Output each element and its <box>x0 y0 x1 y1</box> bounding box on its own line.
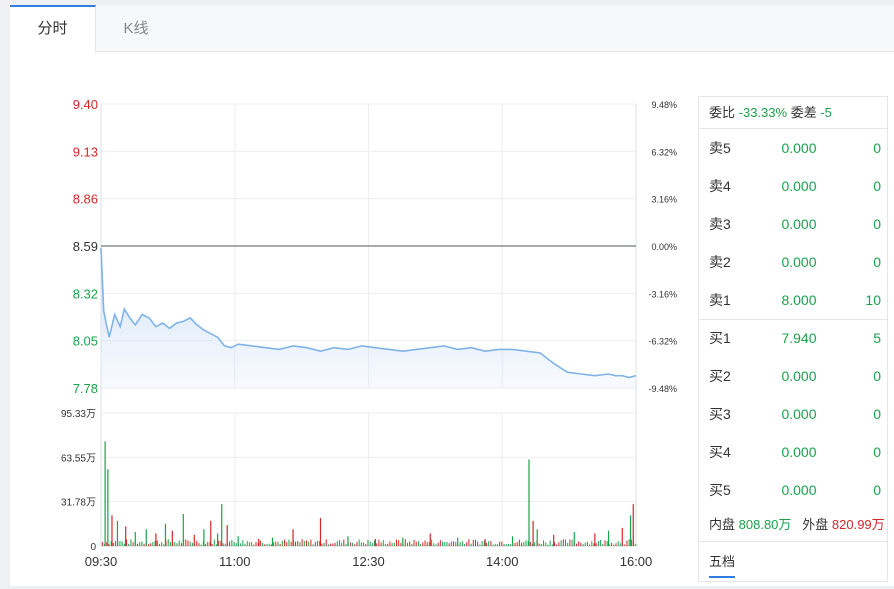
chart-tabbar: 分时 K线 <box>10 5 894 53</box>
neipan-value: 808.80万 <box>738 517 792 532</box>
sell-level-2: 卖2 0.000 0 <box>699 243 887 281</box>
level-price: 0.000 <box>781 482 817 498</box>
price-tick-label: 8.32 <box>73 286 98 301</box>
buy-level-4: 买4 0.000 0 <box>699 433 887 471</box>
order-book-divider <box>699 319 887 320</box>
level-volume: 0 <box>873 406 881 422</box>
pct-tick-label: 6.32% <box>651 147 677 157</box>
neipan-label: 内盘 <box>709 517 736 532</box>
level-price: 8.000 <box>781 292 817 308</box>
pct-tick-label: 0.00% <box>651 242 677 252</box>
level-label: 卖4 <box>709 178 731 194</box>
order-book-divider <box>699 541 887 542</box>
volume-tick-label: 0 <box>90 542 96 553</box>
level-volume: 0 <box>873 444 881 460</box>
inner-outer-volume: 内盘 808.80万 外盘 820.99万 <box>699 509 887 541</box>
buy-level-2: 买2 0.000 0 <box>699 357 887 395</box>
tab-kline[interactable]: K线 <box>123 20 149 37</box>
buy-level-3: 买3 0.000 0 <box>699 395 887 433</box>
volume-tick-label: 63.55万 <box>61 453 96 464</box>
level-volume: 0 <box>873 216 881 232</box>
level-volume: 10 <box>865 292 881 308</box>
price-tick-label: 8.86 <box>73 192 98 207</box>
weibi-row: 委比 -33.33% 委差 -5 <box>699 97 887 129</box>
order-book: 委比 -33.33% 委差 -5 卖5 0.000 0 卖4 0.000 0 卖… <box>698 96 888 582</box>
level-volume: 0 <box>873 140 881 156</box>
sell-level-4: 卖4 0.000 0 <box>699 167 887 205</box>
price-tick-label: 9.13 <box>73 144 98 159</box>
level-price: 0.000 <box>781 254 817 270</box>
level-price: 0.000 <box>781 140 817 156</box>
level-volume: 0 <box>873 368 881 384</box>
weibi-value: -33.33% <box>738 105 788 120</box>
pct-tick-label: -9.48% <box>648 384 677 394</box>
tab-intraday[interactable]: 分时 <box>10 5 96 53</box>
level-label: 卖5 <box>709 140 731 156</box>
price-tick-label: 9.40 <box>73 97 98 112</box>
buy-level-1: 买1 7.940 5 <box>699 319 887 357</box>
pct-tick-label: 9.48% <box>651 100 677 110</box>
sell-level-5: 卖5 0.000 0 <box>699 129 887 167</box>
level-label: 卖1 <box>709 292 731 308</box>
time-tick-label: 11:00 <box>219 554 251 569</box>
waipan-label: 外盘 <box>802 517 829 532</box>
level-price: 0.000 <box>781 368 817 384</box>
price-tick-label: 8.05 <box>73 334 98 349</box>
time-tick-label: 09:30 <box>85 554 118 569</box>
sell-level-1: 卖1 8.000 10 <box>699 281 887 319</box>
pct-tick-label: -3.16% <box>648 289 677 299</box>
weicha-value: -5 <box>820 105 832 120</box>
time-tick-label: 16:00 <box>620 554 653 569</box>
volume-tick-label: 95.33万 <box>61 409 96 420</box>
volume-tick-label: 31.78万 <box>61 498 96 509</box>
level-label: 买5 <box>709 482 731 498</box>
price-tick-label: 7.78 <box>73 381 98 396</box>
level-volume: 0 <box>873 178 881 194</box>
weibi-label: 委比 <box>709 105 736 120</box>
time-tick-label: 12:30 <box>352 554 385 569</box>
waipan-value: 820.99万 <box>831 517 885 532</box>
level-price: 0.000 <box>781 444 817 460</box>
sell-level-3: 卖3 0.000 0 <box>699 205 887 243</box>
level-label: 买3 <box>709 406 731 422</box>
level-price: 0.000 <box>781 406 817 422</box>
level-volume: 5 <box>873 330 881 346</box>
level-volume: 0 <box>873 254 881 270</box>
pct-tick-label: -6.32% <box>648 337 677 347</box>
time-tick-label: 14:00 <box>486 554 519 569</box>
weicha-label: 委差 <box>790 105 817 120</box>
price-area <box>101 247 636 388</box>
price-tick-label: 8.59 <box>73 239 98 254</box>
level-price: 7.940 <box>781 330 817 346</box>
level-label: 买1 <box>709 330 731 346</box>
level-label: 买2 <box>709 368 731 384</box>
level-price: 0.000 <box>781 216 817 232</box>
pct-tick-label: 3.16% <box>651 195 677 205</box>
level-volume: 0 <box>873 482 881 498</box>
level-label: 卖3 <box>709 216 731 232</box>
buy-level-5: 买5 0.000 0 <box>699 471 887 509</box>
tab-five-levels[interactable]: 五档 <box>709 551 736 578</box>
level-label: 卖2 <box>709 254 731 270</box>
level-label: 买4 <box>709 444 731 460</box>
price-line <box>100 247 637 379</box>
level-price: 0.000 <box>781 178 817 194</box>
